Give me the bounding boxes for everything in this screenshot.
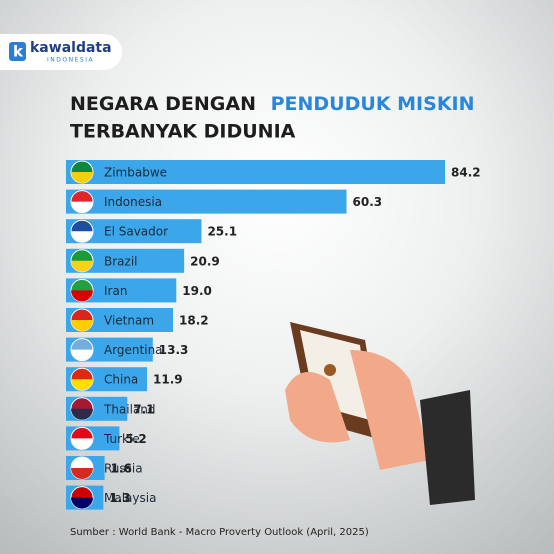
logo-pill [0, 34, 122, 70]
wallet-illustration [285, 322, 475, 505]
title-part: NEGARA DENGAN [70, 93, 256, 115]
bar [66, 160, 445, 184]
value-label: 11.9 [153, 373, 183, 387]
logo-letter: k [13, 43, 24, 61]
category-label: Indonesia [104, 195, 162, 209]
flag-detail [71, 172, 93, 183]
value-label: 25.1 [207, 225, 237, 239]
category-label: Iran [104, 284, 127, 298]
value-label: 1.6 [111, 462, 132, 476]
title-highlight: PENDUDUK MISKIN [271, 93, 475, 115]
category-label: Turkie [103, 432, 140, 446]
flag-detail [71, 438, 94, 450]
flag-detail [71, 468, 93, 479]
value-label: 20.9 [190, 254, 220, 268]
flag-detail [71, 349, 94, 361]
value-label: 19.0 [182, 284, 212, 298]
value-label: 5.2 [125, 432, 146, 446]
chart-title: NEGARA DENGAN PENDUDUK MISKIN [70, 93, 475, 115]
category-label: Thailand [103, 402, 156, 416]
value-label: 13.3 [159, 343, 189, 357]
value-label: 1.3 [109, 491, 130, 505]
logo-icon [9, 42, 26, 61]
logo-sub: INDONESIA [47, 57, 94, 64]
flag-detail [71, 379, 94, 391]
category-label: Vietnam [104, 314, 154, 328]
flag-detail [71, 290, 94, 302]
bar [66, 189, 347, 214]
flag-detail [71, 408, 94, 420]
value-label: 60.3 [353, 195, 383, 209]
logo-name: kawaldata [30, 40, 112, 56]
flag-detail [71, 260, 94, 272]
flag-detail [71, 320, 93, 331]
source: Sumber : World Bank - Macro Proverty Out… [70, 527, 369, 538]
value-label: 7.1 [133, 402, 154, 416]
bar [66, 248, 185, 273]
value-label: 18.2 [179, 314, 209, 328]
category-label: Russia [104, 462, 143, 476]
category-label: El Savador [104, 225, 168, 239]
category-label: Brazil [104, 254, 138, 268]
flag-detail [71, 231, 94, 243]
flag-detail [71, 201, 94, 213]
category-label: Argentina [104, 343, 163, 357]
category-label: China [104, 373, 138, 387]
value-label: 84.2 [451, 166, 481, 180]
category-label: Zimbabwe [104, 166, 167, 180]
chart-title: TERBANYAK DIDUNIA [70, 121, 296, 143]
category-label: Malaysia [104, 491, 156, 505]
flag-detail [71, 497, 94, 509]
